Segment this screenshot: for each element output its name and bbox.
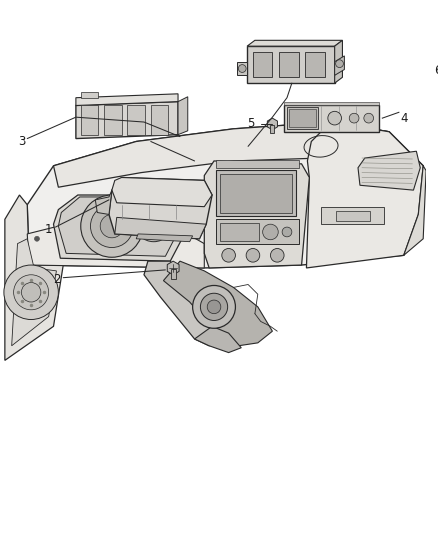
Circle shape <box>14 275 49 310</box>
Bar <box>171 269 176 279</box>
Circle shape <box>91 205 133 247</box>
Bar <box>279 52 299 77</box>
Polygon shape <box>335 41 343 83</box>
Circle shape <box>246 248 260 262</box>
Circle shape <box>263 224 278 240</box>
Circle shape <box>207 300 221 314</box>
Bar <box>336 211 370 221</box>
Polygon shape <box>76 94 178 106</box>
Bar <box>216 219 299 244</box>
Circle shape <box>201 293 228 320</box>
Polygon shape <box>144 261 219 346</box>
Polygon shape <box>76 102 178 139</box>
Polygon shape <box>247 46 335 83</box>
Bar <box>253 52 272 77</box>
Circle shape <box>81 195 143 257</box>
Polygon shape <box>167 261 179 275</box>
Text: 1: 1 <box>45 223 53 236</box>
Circle shape <box>193 286 236 328</box>
Polygon shape <box>267 118 277 130</box>
Polygon shape <box>358 151 420 190</box>
Bar <box>321 207 384 224</box>
Bar <box>220 174 292 213</box>
Text: 4: 4 <box>400 111 407 125</box>
Circle shape <box>4 265 58 319</box>
Bar <box>81 92 98 98</box>
Polygon shape <box>95 190 112 214</box>
Polygon shape <box>136 234 193 241</box>
Text: 3: 3 <box>18 135 25 148</box>
Polygon shape <box>204 161 309 268</box>
Polygon shape <box>27 122 423 268</box>
Bar <box>127 106 145 135</box>
Bar <box>287 108 318 129</box>
Circle shape <box>282 227 292 237</box>
Bar <box>220 223 259 241</box>
Bar <box>305 52 325 77</box>
Bar <box>284 104 379 132</box>
Text: 5: 5 <box>247 117 254 131</box>
Circle shape <box>349 114 359 123</box>
Bar <box>104 106 122 135</box>
Text: 2: 2 <box>53 273 60 286</box>
Polygon shape <box>237 62 247 75</box>
Text: 6: 6 <box>434 64 438 77</box>
Circle shape <box>270 248 284 262</box>
Polygon shape <box>58 197 183 256</box>
Polygon shape <box>335 56 344 75</box>
Polygon shape <box>194 326 241 353</box>
Circle shape <box>336 60 343 68</box>
Polygon shape <box>109 177 212 239</box>
Polygon shape <box>247 41 343 46</box>
Bar <box>81 106 98 135</box>
Polygon shape <box>178 96 188 135</box>
Polygon shape <box>53 122 423 187</box>
Circle shape <box>328 111 342 125</box>
Polygon shape <box>12 239 57 346</box>
Polygon shape <box>307 122 423 268</box>
Polygon shape <box>404 166 426 255</box>
Polygon shape <box>5 195 63 360</box>
Circle shape <box>21 282 41 302</box>
Circle shape <box>364 114 374 123</box>
Circle shape <box>238 64 246 72</box>
Circle shape <box>100 214 124 238</box>
Bar <box>216 169 296 216</box>
Polygon shape <box>53 195 190 261</box>
Bar <box>216 160 299 168</box>
Circle shape <box>142 211 166 234</box>
Bar <box>151 106 168 135</box>
Circle shape <box>222 248 236 262</box>
Polygon shape <box>27 216 204 268</box>
Polygon shape <box>115 217 206 239</box>
Bar <box>270 125 274 133</box>
Circle shape <box>35 236 39 241</box>
Circle shape <box>134 203 173 241</box>
Polygon shape <box>163 261 272 346</box>
Bar <box>289 109 316 127</box>
Polygon shape <box>112 177 212 207</box>
Bar <box>284 102 379 104</box>
